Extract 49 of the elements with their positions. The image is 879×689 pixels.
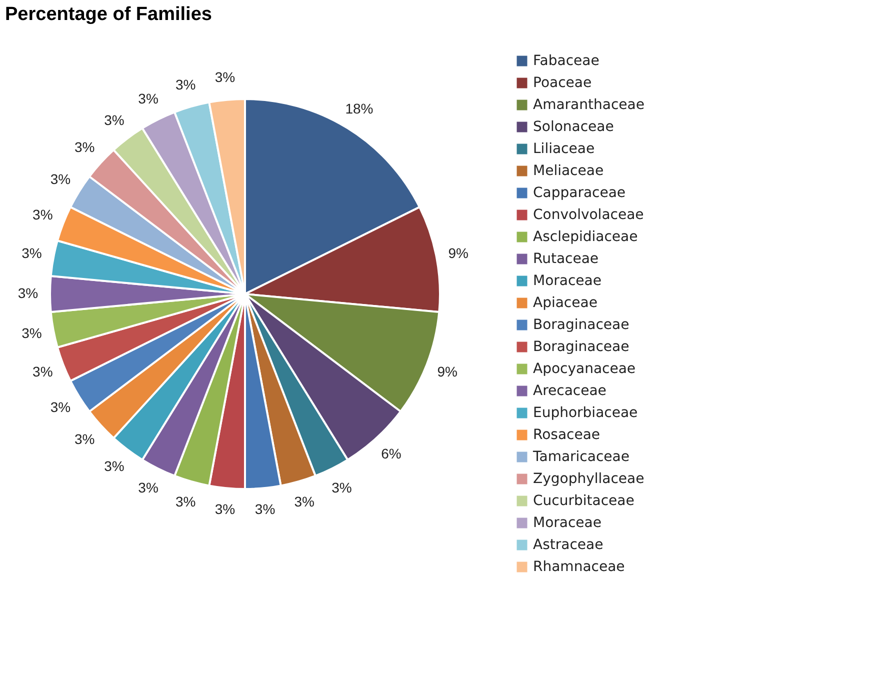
legend-label: Meliaceae — [533, 163, 604, 179]
legend-label: Euphorbiaceae — [533, 405, 638, 421]
legend-label: Astraceae — [533, 537, 604, 553]
data-label: 3% — [18, 285, 38, 301]
data-label: 3% — [74, 138, 95, 155]
legend-label: Solonaceae — [533, 119, 614, 135]
legend-label: Apocyanaceae — [533, 361, 636, 377]
legend-label: Boraginaceae — [533, 339, 630, 355]
legend-label: Poaceae — [533, 75, 592, 91]
data-label: 9% — [448, 245, 468, 262]
legend-label: Cucurbitaceae — [533, 493, 634, 509]
legend-label: Convolvolaceae — [533, 207, 644, 223]
data-label: 3% — [138, 90, 158, 107]
legend-label: Fabaceae — [533, 53, 600, 69]
data-label: 3% — [22, 245, 42, 262]
legend-label: Asclepidiaceae — [533, 229, 638, 245]
data-label: 3% — [294, 494, 314, 510]
legend-label: Moraceae — [533, 515, 602, 531]
legend-label: Tamaricaceae — [532, 449, 630, 465]
data-label: 3% — [214, 68, 236, 85]
legend-label: Amaranthaceae — [533, 97, 644, 113]
legend-label: Apiaceae — [533, 295, 598, 311]
data-label: 3% — [32, 206, 53, 223]
data-label: 3% — [176, 494, 196, 510]
data-label: 3% — [104, 458, 124, 474]
data-label: 6% — [381, 445, 402, 462]
data-label: 3% — [254, 501, 276, 518]
data-label: 3% — [332, 479, 352, 496]
legend-label: Capparaceae — [533, 185, 626, 201]
legend-label: Rosaceae — [533, 427, 600, 443]
data-label: 3% — [176, 76, 196, 92]
data-label: 3% — [138, 479, 158, 496]
data-label: 3% — [74, 431, 95, 448]
data-label: 3% — [22, 324, 42, 341]
legend-label: Liliaceae — [533, 141, 595, 157]
legend-label: Rutaceae — [533, 251, 599, 267]
legend-label: Rhamnaceae — [533, 559, 625, 575]
legend-label: Moraceae — [533, 273, 602, 289]
data-label: 3% — [50, 399, 71, 416]
data-label: 3% — [32, 363, 53, 380]
data-label: 3% — [104, 112, 124, 128]
chart-title: Percentage of Families — [5, 4, 212, 25]
legend-label: Boraginaceae — [533, 317, 630, 333]
data-label: 3% — [50, 170, 71, 187]
legend-label: Arecaceae — [533, 383, 606, 399]
legend-label: Zygophyllaceae — [533, 471, 644, 487]
data-label: 9% — [437, 363, 458, 380]
data-label: 3% — [214, 501, 236, 518]
data-label: 18% — [345, 100, 374, 117]
